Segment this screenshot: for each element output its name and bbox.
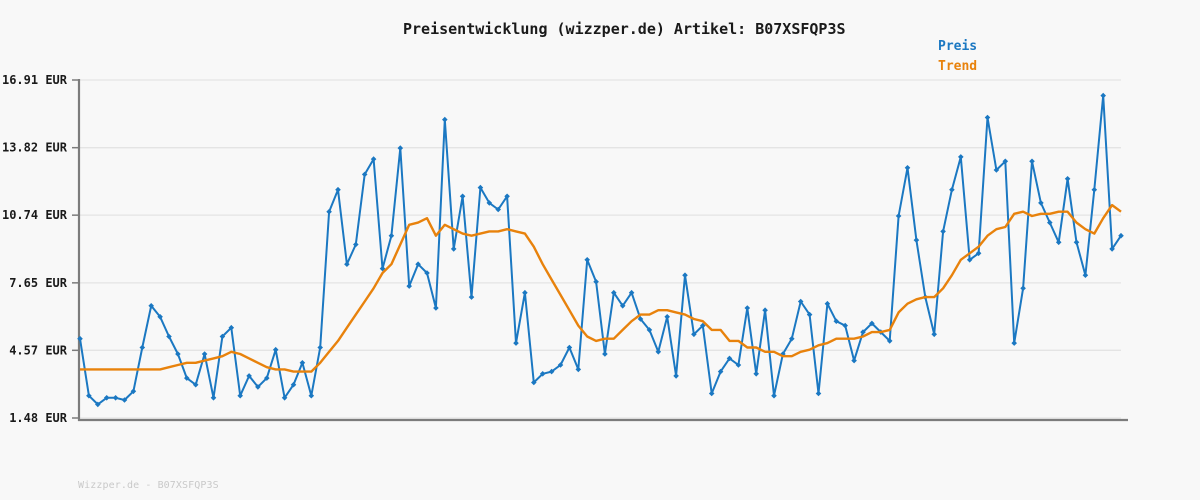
y-tick-label: 10.74 EUR xyxy=(2,208,68,222)
legend-label-trend: Trend xyxy=(938,59,978,74)
y-tick-label: 1.48 EUR xyxy=(9,411,68,425)
legend-label-preis: Preis xyxy=(938,39,978,54)
watermark-text: Wizzper.de - B07XSFQP3S xyxy=(78,480,219,491)
y-tick-label: 16.91 EUR xyxy=(2,73,68,87)
price-markers xyxy=(77,92,1124,408)
y-tick-label: 7.65 EUR xyxy=(9,276,68,290)
price-line xyxy=(79,94,1122,406)
trend-line xyxy=(80,203,1122,373)
y-tick-label: 4.57 EUR xyxy=(9,343,68,357)
y-tick-label: 13.82 EUR xyxy=(2,141,68,155)
chart-title: Preisentwicklung (wizzper.de) Artikel: B… xyxy=(403,20,846,38)
